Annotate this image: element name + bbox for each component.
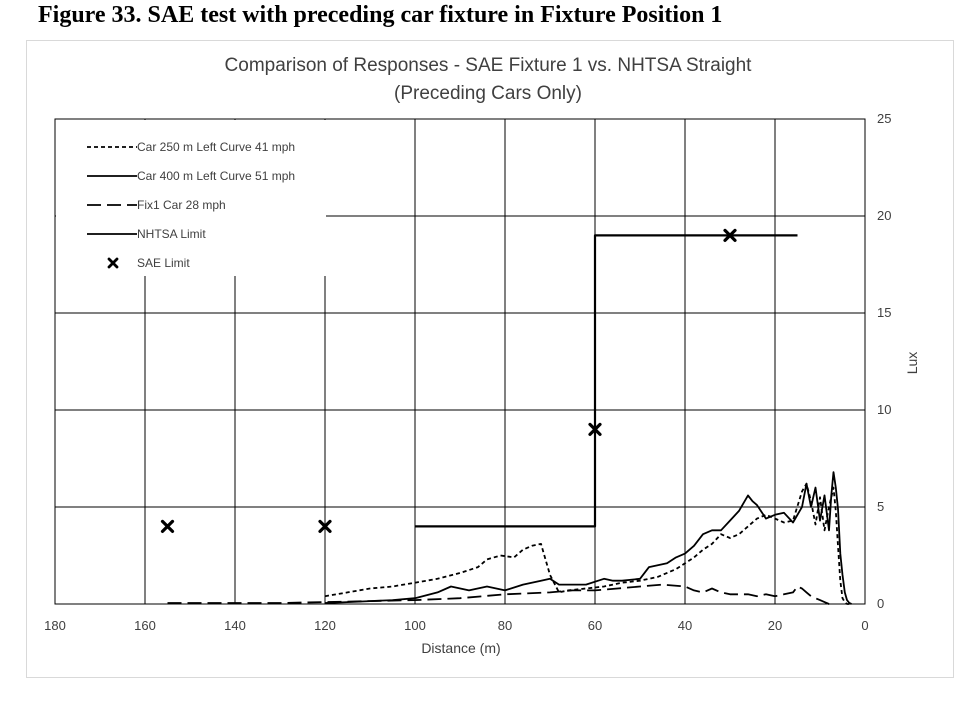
chart-title: Comparison of Responses - SAE Fixture 1 … [225,55,753,76]
grid: 180 160 140 120 100 80 60 40 20 00 5 10 15 20 25 [44,111,891,633]
x-tick-label: 100 [404,618,426,633]
series-line-car-400-m-left-curve-51-mph [324,471,852,605]
legend-label: Fix1 Car 28 mph [137,198,226,212]
x-tick-label: 140 [224,618,246,633]
x-tick-label: 20 [768,618,782,633]
chart-subtitle: (Preceding Cars Only) [394,83,582,104]
sae-limit-marker [160,519,175,533]
legend-marker [107,257,119,269]
x-tick-label: 40 [678,618,692,633]
legend-label: Car 250 m Left Curve 41 mph [137,140,295,154]
chart-frame: Comparison of Responses - SAE Fixture 1 … [26,40,954,678]
x-tick-label: 180 [44,618,66,633]
y-axis-label: Lux [904,352,920,375]
y-tick-label: 15 [877,305,891,320]
y-tick-label: 20 [877,208,891,223]
legend-background [56,120,326,276]
legend-label: NHTSA Limit [137,227,206,241]
series-line-fix1-car-28-mph [167,583,834,605]
x-tick-label: 60 [588,618,602,633]
x-tick-label: 80 [498,618,512,633]
sae-limit-marker [588,422,602,436]
y-tick-label: 0 [877,596,884,611]
sae-limit-marker [723,228,737,242]
series-line-nhtsa-limit [415,234,798,528]
legend: Car 250 m Left Curve 41 mph Car 400 m Lef… [56,120,326,276]
y-tick-label: 10 [877,402,891,417]
y-tick-label: 5 [877,499,884,514]
series-line-car-250-m-left-curve-41-mph [324,482,852,605]
x-tick-label: 120 [314,618,336,633]
y-tick-label: 25 [877,111,891,126]
figure-caption: Figure 33. SAE test with preceding car f… [38,2,723,28]
x-tick-label: 0 [861,618,868,633]
legend-label: SAE Limit [137,256,190,270]
x-tick-label: 160 [134,618,156,633]
plot-area [160,228,852,605]
sae-limit-marker [318,519,332,533]
chart-svg: Comparison of Responses - SAE Fixture 1 … [44,55,920,656]
legend-label: Car 400 m Left Curve 51 mph [137,169,295,183]
x-axis-label: Distance (m) [421,640,500,656]
